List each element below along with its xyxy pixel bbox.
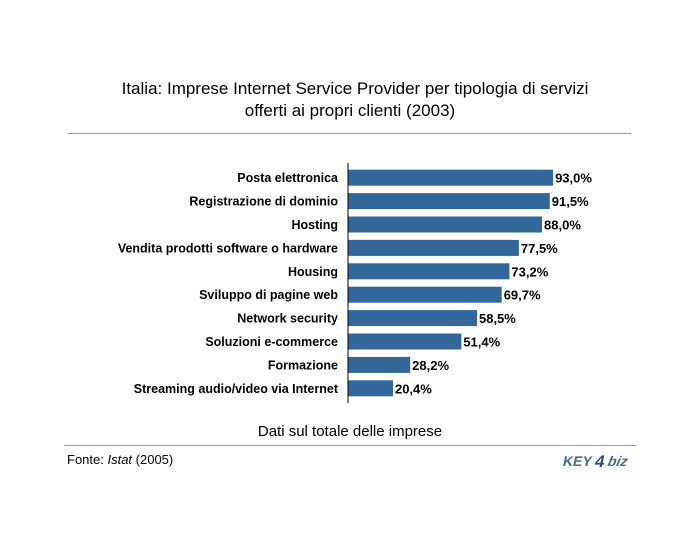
value-label: 73,2% (511, 264, 548, 279)
bar (348, 193, 550, 210)
source-suffix: (2005) (132, 452, 174, 467)
category-label: Housing (288, 265, 338, 279)
category-label: Streaming audio/video via Internet (134, 382, 339, 396)
chart-title: Italia: Imprese Internet Service Provide… (0, 78, 700, 122)
category-label: Vendita prodotti software o hardware (118, 241, 338, 255)
value-label: 69,7% (504, 288, 541, 303)
logo-text-biz: biz (607, 453, 630, 469)
bars-layer: Posta elettronica 93,0% Registrazione di d… (118, 169, 592, 397)
chart-title-line-1: Italia: Imprese Internet Service Provide… (121, 79, 589, 98)
source-note: Fonte: Istat (2005) (67, 452, 173, 467)
category-label: Registrazione di dominio (189, 195, 338, 209)
bar (348, 356, 411, 373)
category-label: Hosting (291, 218, 338, 232)
bar (348, 333, 462, 350)
category-label: Soluzioni e-commerce (205, 335, 338, 349)
value-label: 28,2% (412, 358, 449, 373)
chart-subtitle: Dati sul totale delle imprese (257, 423, 443, 440)
value-label: 91,5% (552, 194, 589, 209)
bar (348, 169, 554, 186)
logo-text-key: KEY (562, 453, 595, 469)
chart-title-line-2: offerti ai propri clienti (2003) (244, 101, 456, 120)
logo-text-4: 4 (593, 451, 607, 471)
source-name: Istat (107, 452, 133, 467)
bar (348, 310, 477, 327)
bottom-divider (64, 445, 636, 446)
value-label: 88,0% (544, 218, 581, 233)
top-divider (68, 133, 631, 134)
key4biz-logo: KEY 4 biz (562, 451, 630, 471)
bar (348, 380, 393, 397)
category-label: Network security (237, 312, 338, 326)
value-label: 77,5% (521, 241, 558, 256)
category-label: Sviluppo di pagine web (199, 288, 338, 302)
bar (348, 286, 502, 303)
source-prefix: Fonte: (67, 452, 108, 467)
value-label: 58,5% (479, 311, 516, 326)
bar (348, 239, 519, 256)
category-label: Formazione (268, 358, 338, 372)
bar (348, 216, 543, 233)
bar-chart: Posta elettronica 93,0% Registrazione di d… (118, 163, 592, 403)
category-label: Posta elettronica (237, 171, 339, 185)
value-label: 51,4% (463, 335, 500, 350)
value-label: 20,4% (395, 381, 432, 396)
bar (348, 263, 510, 280)
value-label: 93,0% (555, 171, 592, 186)
